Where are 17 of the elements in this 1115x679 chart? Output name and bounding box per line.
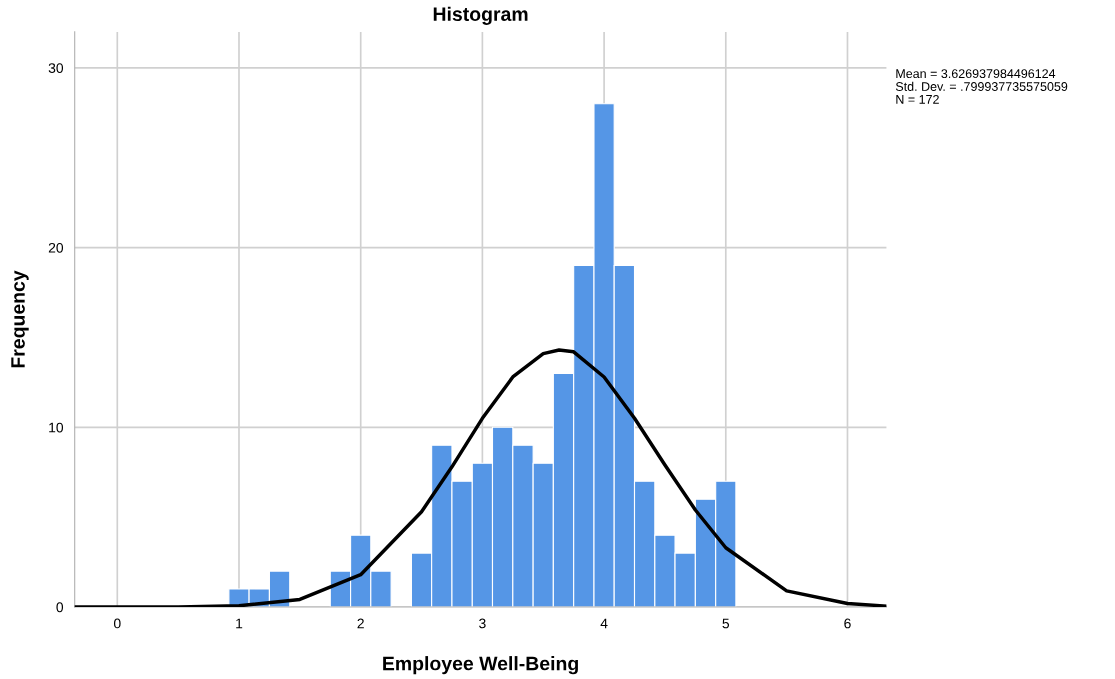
x-tick-label: 5 <box>722 618 730 629</box>
text: Std. Dev. = .799937735575059 <box>895 81 1068 91</box>
x-tick-label: 1 <box>236 618 243 629</box>
y-tick-label: 0 <box>56 602 64 613</box>
chart-title: Histogram <box>433 6 528 25</box>
text: N = 172 <box>896 95 939 104</box>
y-tick-label: 20 <box>48 242 64 253</box>
x-tick-label: 4 <box>600 618 608 629</box>
text: Mean = 3.626937984496124 <box>896 69 1056 79</box>
y-axis-title: Frequency <box>11 270 29 368</box>
x-axis-title: Employee Well-Being <box>383 656 578 675</box>
x-tick-label: 6 <box>844 618 851 629</box>
x-tick-label: 3 <box>479 618 486 629</box>
y-tick-label: 10 <box>49 422 64 433</box>
y-tick-label: 30 <box>48 63 64 74</box>
x-tick-label: 0 <box>113 618 121 629</box>
x-tick-label: 2 <box>357 618 364 629</box>
